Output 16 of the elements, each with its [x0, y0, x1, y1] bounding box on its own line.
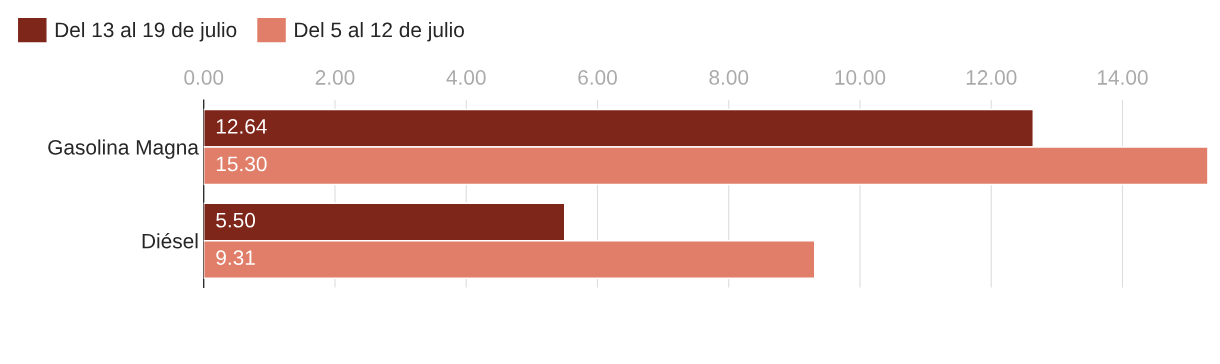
x-tick-label: 10.00: [835, 70, 886, 85]
data-label: 15.30: [216, 156, 267, 172]
x-tick-label: 2.00: [315, 70, 355, 85]
x-tick-label: 6.00: [578, 70, 617, 85]
x-tick-label: 12.00: [966, 70, 1017, 85]
y-tick-label: Diésel: [142, 232, 198, 249]
data-label: 9.31: [216, 250, 255, 266]
legend-label: Del 5 al 12 de julio: [295, 21, 464, 42]
legend-label: Del 13 al 19 de julio: [55, 21, 237, 42]
x-tick-label: 14.00: [1098, 70, 1148, 85]
x-tick-label: 8.00: [709, 70, 749, 85]
x-tick-label: 0.00: [184, 70, 224, 85]
y-tick-label: Gasolina Magna: [48, 139, 199, 159]
x-tick-label: 4.00: [446, 70, 486, 85]
data-label: 5.50: [216, 212, 256, 228]
data-label: 12.64: [216, 119, 267, 134]
